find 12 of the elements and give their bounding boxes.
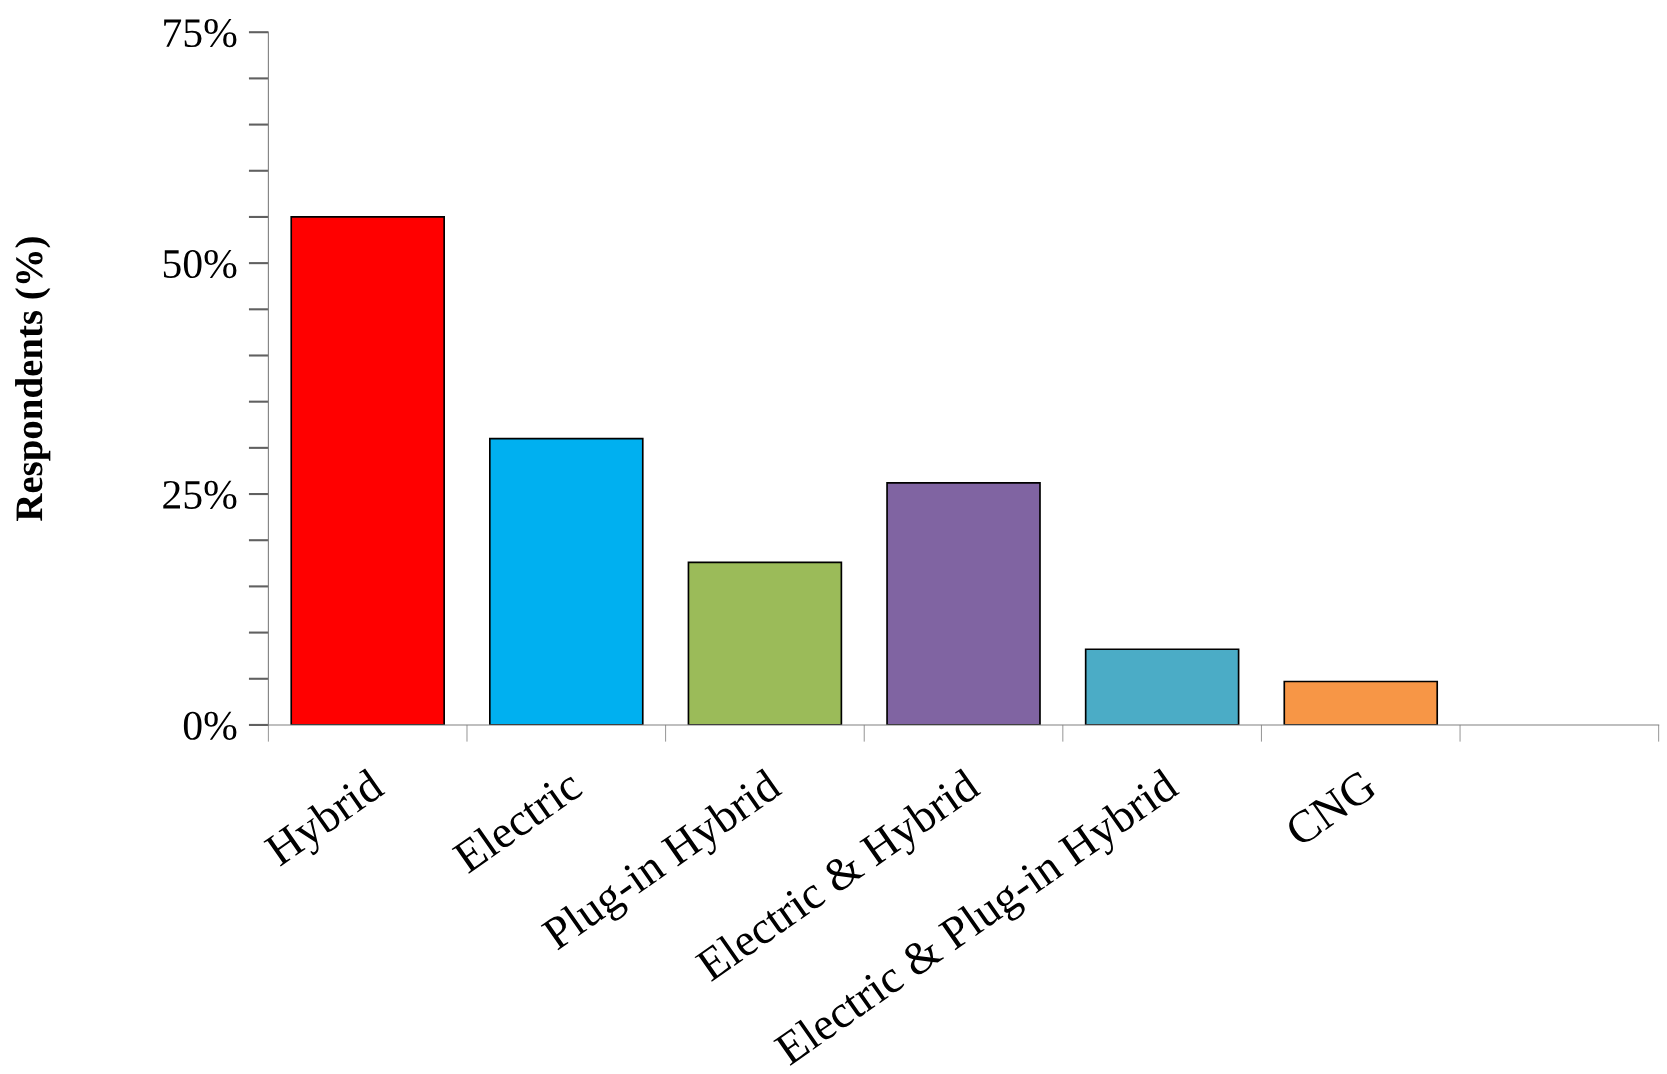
bar	[886, 482, 1041, 725]
bar	[290, 216, 445, 725]
y-tick-label: 75%	[164, 18, 237, 48]
y-tick-label: 0%	[183, 711, 237, 740]
bar	[1283, 680, 1439, 725]
bar	[489, 437, 644, 725]
y-tick-label: 50%	[163, 249, 237, 279]
y-tick-label: 25%	[163, 480, 237, 510]
bar	[687, 561, 843, 725]
y-axis-title: Respondents (%)	[15, 237, 51, 522]
bar	[1084, 648, 1240, 725]
x-tick-label: CNG	[1283, 768, 1379, 848]
